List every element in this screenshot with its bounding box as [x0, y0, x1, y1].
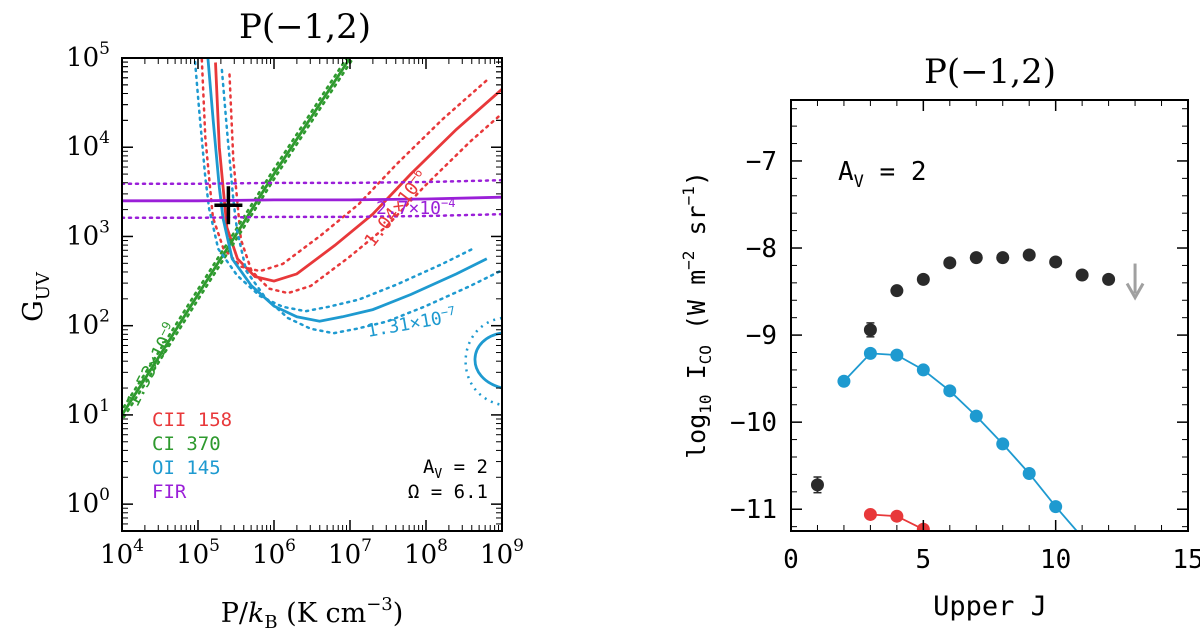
y-tick-label: 102 — [66, 307, 110, 341]
right-plot-frame — [790, 99, 1189, 532]
obs-point — [943, 256, 957, 270]
model-point — [943, 384, 957, 398]
y-tick-label: 104 — [66, 128, 110, 162]
cii-band-lower — [200, 58, 490, 273]
left-legend: CII 158 CI 370 OI 145 FIR — [152, 409, 232, 503]
ci-band-lower — [122, 58, 349, 413]
right-panel: P(−1,2) 0 5 10 15 −7 −8 −9 −10 −11 AV = 2 Upper … — [679, 52, 1200, 622]
model-point — [1022, 467, 1036, 481]
obs-point — [996, 251, 1010, 265]
right-av-annotation: AV = 2 — [838, 157, 927, 192]
obs-point — [916, 272, 930, 286]
right-y-label: log10 ICO (W m−2 sr−1) — [679, 171, 715, 459]
left-ticks: 104 105 106 107 108 109 100 101 102 103 104 105 — [66, 39, 524, 570]
model-point — [996, 437, 1010, 451]
x-tick-label: 104 — [100, 536, 144, 570]
model-red-point — [890, 509, 904, 523]
y-tick-label: −9 — [746, 321, 777, 351]
obs-point — [1075, 268, 1089, 282]
oi-arc-band — [464, 316, 502, 407]
fir-contour-line — [122, 195, 502, 203]
cii-contour-line — [214, 62, 502, 283]
y-tick-label: 105 — [66, 39, 110, 73]
model-point — [969, 409, 983, 423]
x-tick-label: 5 — [916, 545, 932, 575]
x-tick-label: 10 — [1040, 545, 1071, 575]
right-plot-area — [810, 248, 1145, 577]
oi-arc — [473, 331, 502, 390]
x-tick-label: 106 — [252, 536, 296, 570]
obs-point — [810, 478, 824, 492]
model-point — [863, 346, 877, 360]
right-x-label: Upper J — [933, 591, 1047, 622]
y-tick-label: −10 — [730, 408, 777, 438]
obs-point — [1102, 272, 1116, 286]
x-tick-label: 0 — [783, 545, 799, 575]
obs-point — [1049, 255, 1063, 269]
legend-ci: CI 370 — [152, 433, 221, 455]
params-omega: Ω = 6.1 — [408, 481, 488, 503]
model-point — [1079, 530, 1085, 531]
x-tick-label: 105 — [176, 536, 220, 570]
left-y-label: GUV — [18, 271, 54, 322]
params-av: AV = 2 — [423, 456, 488, 482]
legend-cii: CII 158 — [152, 409, 232, 431]
y-tick-label: 103 — [66, 217, 110, 251]
cii-band-upper — [228, 73, 502, 295]
model-point — [837, 374, 851, 388]
upper-limit-arrow-head — [1125, 282, 1145, 301]
left-plot-frame — [121, 57, 503, 532]
model-point — [916, 363, 930, 377]
model-line — [843, 352, 1079, 531]
right-ticks: 0 5 10 15 −7 −8 −9 −10 −11 — [730, 100, 1200, 575]
obs-point — [863, 323, 877, 337]
y-tick-label: −8 — [746, 234, 777, 264]
fir-contour-label: 2.7×10−4 — [376, 196, 455, 219]
oi-contour-line — [206, 58, 488, 323]
x-tick-label: 109 — [480, 536, 524, 570]
fir-band-lower — [122, 178, 502, 186]
obs-point — [890, 284, 904, 298]
legend-oi: OI 145 — [152, 457, 221, 479]
ci-contour-line — [122, 58, 352, 416]
obs-point — [1022, 248, 1036, 262]
x-tick-label: 108 — [404, 536, 448, 570]
left-panel: P(−1,2) 104 105 106 107 108 10910010110210310… — [18, 7, 524, 633]
oi-contour-label: 1.31×10−7 — [365, 304, 458, 342]
legend-fir: FIR — [152, 481, 187, 503]
model-red-point — [863, 507, 877, 521]
right-title: P(−1,2) — [924, 52, 1056, 92]
obs-point — [969, 251, 983, 265]
x-tick-label: 15 — [1172, 545, 1200, 575]
left-plot-area — [122, 58, 502, 419]
model-point — [1102, 564, 1115, 577]
model-point — [1049, 500, 1063, 514]
y-tick-label: 100 — [66, 485, 110, 519]
y-tick-label: −11 — [730, 495, 777, 525]
model-point — [890, 348, 904, 362]
y-tick-label: 101 — [66, 396, 110, 430]
y-tick-label: −7 — [746, 147, 777, 177]
left-title: P(−1,2) — [239, 7, 371, 47]
left-x-label: P/kB (K cm−3) — [221, 594, 404, 633]
fir-band-upper — [122, 212, 502, 220]
x-tick-label: 107 — [328, 536, 372, 570]
